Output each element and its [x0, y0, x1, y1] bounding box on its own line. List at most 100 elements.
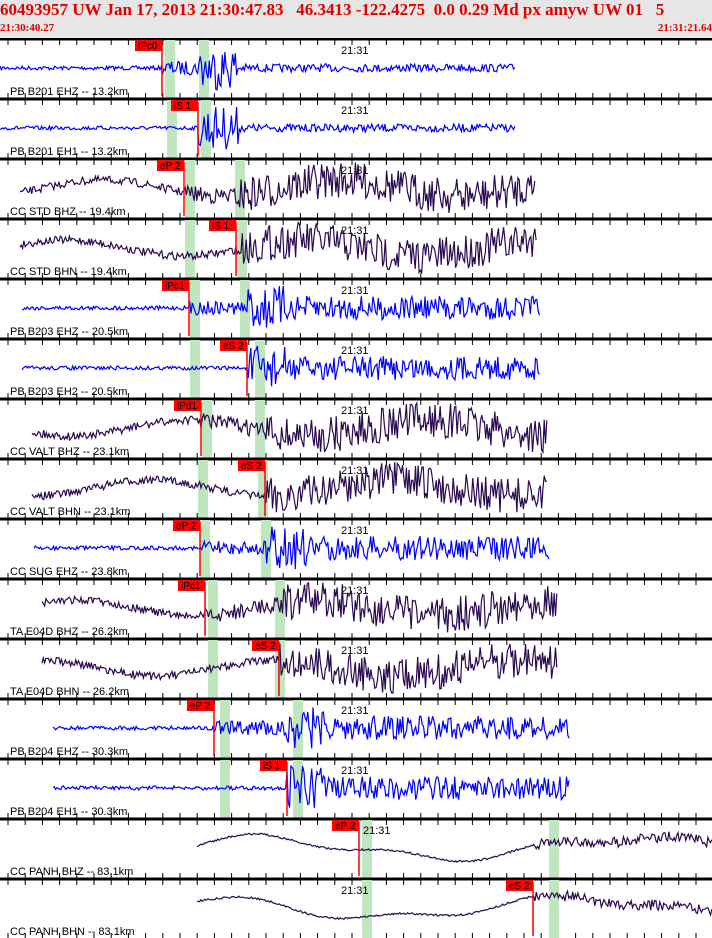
waveform [0, 106, 516, 150]
phase-window [185, 160, 195, 218]
trace-11[interactable]: 21:31 eP 2 PB B204 EHZ -- 30.3km [0, 697, 712, 758]
station-label: CC SUG EHZ -- 23.8km [10, 566, 127, 578]
pick-flag[interactable] [187, 700, 214, 711]
trace-9[interactable]: 21:31 iPc1 TA E04D BHZ -- 26.2km [0, 577, 712, 638]
waveform [31, 400, 548, 455]
pick-flag[interactable] [238, 460, 265, 471]
station-label: CC PANH BHZ -- 83.1km [10, 866, 133, 878]
station-label: CC STD BHZ -- 19.4km [10, 206, 126, 218]
pick-flag[interactable] [252, 640, 279, 651]
station-label: PB B204 EHZ -- 30.3km [10, 746, 128, 758]
pick-label: eS 2 [255, 641, 276, 652]
minute-label: 21:31 [341, 285, 369, 297]
pick-flag[interactable] [220, 340, 247, 351]
pick-label: iS 1 [174, 101, 192, 112]
trace-10[interactable]: 21:31 eS 2 TA E04D BHN -- 26.2km [0, 637, 712, 698]
station-label: TA E04D BHN -- 26.2km [10, 686, 129, 698]
phase-window [208, 640, 218, 698]
waveform [19, 221, 537, 275]
trace-7[interactable]: 21:31 eS 2 CC VALT BHN -- 23.1km [0, 457, 712, 518]
pick-label: iPd1 [177, 401, 197, 412]
minute-label: 21:31 [341, 45, 369, 57]
phase-window [198, 460, 208, 518]
phase-window [258, 460, 268, 518]
trace-14[interactable]: 21:31 eS 2 CC PANH BHN -- 83.1km [0, 877, 712, 938]
station-label: PB B201 EH1 -- 13.2km [10, 146, 127, 158]
station-label: PB B203 EH2 -- 20.5km [10, 386, 127, 398]
phase-window [275, 640, 285, 698]
pick-flag[interactable] [162, 280, 189, 291]
pick-label: eP 2 [190, 701, 211, 712]
minute-label: 21:31 [363, 825, 391, 837]
waveform [21, 345, 540, 387]
pick-flag[interactable] [171, 100, 198, 111]
pick-label: eS 2 [223, 341, 244, 352]
station-label: CC VALT BHN -- 23.1km [10, 506, 130, 518]
end-time: 21:31:21.64 [657, 22, 712, 34]
phase-window [293, 760, 303, 818]
trace-0[interactable]: 21:31 iPc0 PB B201 EHZ -- 13.2km [0, 38, 712, 98]
station-label: CC PANH BHN -- 83.1km [10, 926, 134, 938]
minute-label: 21:31 [341, 345, 369, 357]
station-label: CC STD BHN -- 19.4km [10, 266, 127, 278]
trace-4[interactable]: 21:31 iPc1 PB B203 EHZ -- 20.5km [0, 277, 712, 338]
minute-label: 21:31 [341, 765, 369, 777]
pick-flag[interactable] [173, 520, 200, 531]
pick-flag[interactable] [157, 160, 184, 171]
pick-label: iS 1 [263, 761, 281, 772]
phase-window [167, 100, 177, 158]
phase-window [549, 880, 559, 938]
pick-flag[interactable] [260, 760, 287, 771]
event-summary: 60493957 UW Jan 17, 2013 21:30:47.83 46.… [0, 0, 665, 19]
start-time: 21:30:40.27 [0, 22, 55, 34]
trace-6[interactable]: 21:31 iPd1 CC VALT BHZ -- 23.1km [0, 397, 712, 458]
phase-window [362, 820, 372, 878]
trace-8[interactable]: 21:31 eP 2 CC SUG EHZ -- 23.8km [0, 517, 712, 578]
waveform [52, 764, 570, 808]
pick-label: eP 2 [160, 161, 181, 172]
seismogram-panel[interactable]: 21:31 iPc0 PB B201 EHZ -- 13.2km 21:31 iS 1 P… [0, 38, 712, 938]
phase-window [200, 520, 210, 578]
pick-label: eP 2 [176, 521, 197, 532]
station-label: PB B203 EHZ -- 20.5km [10, 326, 128, 338]
waveform [0, 51, 516, 91]
station-label: TA E04D BHZ -- 26.2km [10, 626, 128, 638]
pick-flag[interactable] [506, 880, 533, 891]
minute-label: 21:31 [341, 585, 369, 597]
minute-label: 21:31 [341, 885, 369, 897]
pick-label: iPc1 [165, 281, 185, 292]
minute-label: 21:31 [341, 225, 369, 237]
trace-13[interactable]: 21:31 eP 2 CC PANH BHZ -- 83.1km [0, 817, 712, 878]
minute-label: 21:31 [341, 405, 369, 417]
phase-window [190, 280, 200, 338]
minute-label: 21:31 [341, 645, 369, 657]
waveform [19, 162, 536, 213]
waveform [196, 889, 712, 921]
phase-window [362, 880, 372, 938]
pick-flag[interactable] [174, 400, 201, 411]
phase-window [549, 820, 559, 878]
trace-1[interactable]: 21:31 iS 1 PB B201 EH1 -- 13.2km [0, 97, 712, 158]
phase-window [220, 700, 230, 758]
waveform [41, 643, 558, 694]
pick-label: iS 1 [212, 221, 230, 232]
pick-label: eP 2 [335, 821, 356, 832]
phase-window [185, 220, 195, 278]
waveform [21, 285, 540, 328]
event-header: 60493957 UW Jan 17, 2013 21:30:47.83 46.… [0, 0, 712, 38]
trace-3[interactable]: 21:31 iS 1 CC STD BHN -- 19.4km [0, 217, 712, 278]
pick-flag[interactable] [209, 220, 236, 231]
pick-flag[interactable] [135, 40, 162, 51]
trace-12[interactable]: 21:31 iS 1 PB B204 EH1 -- 30.3km [0, 757, 712, 818]
minute-label: 21:31 [341, 525, 369, 537]
pick-flag[interactable] [332, 820, 359, 831]
trace-5[interactable]: 21:31 eS 2 PB B203 EH2 -- 20.5km [0, 337, 712, 398]
minute-label: 21:31 [341, 105, 369, 117]
pick-flag[interactable] [178, 580, 205, 591]
phase-window [202, 400, 212, 458]
phase-window [201, 100, 211, 158]
station-label: CC VALT BHZ -- 23.1km [10, 446, 129, 458]
waveform [52, 707, 570, 749]
minute-label: 21:31 [341, 705, 369, 717]
